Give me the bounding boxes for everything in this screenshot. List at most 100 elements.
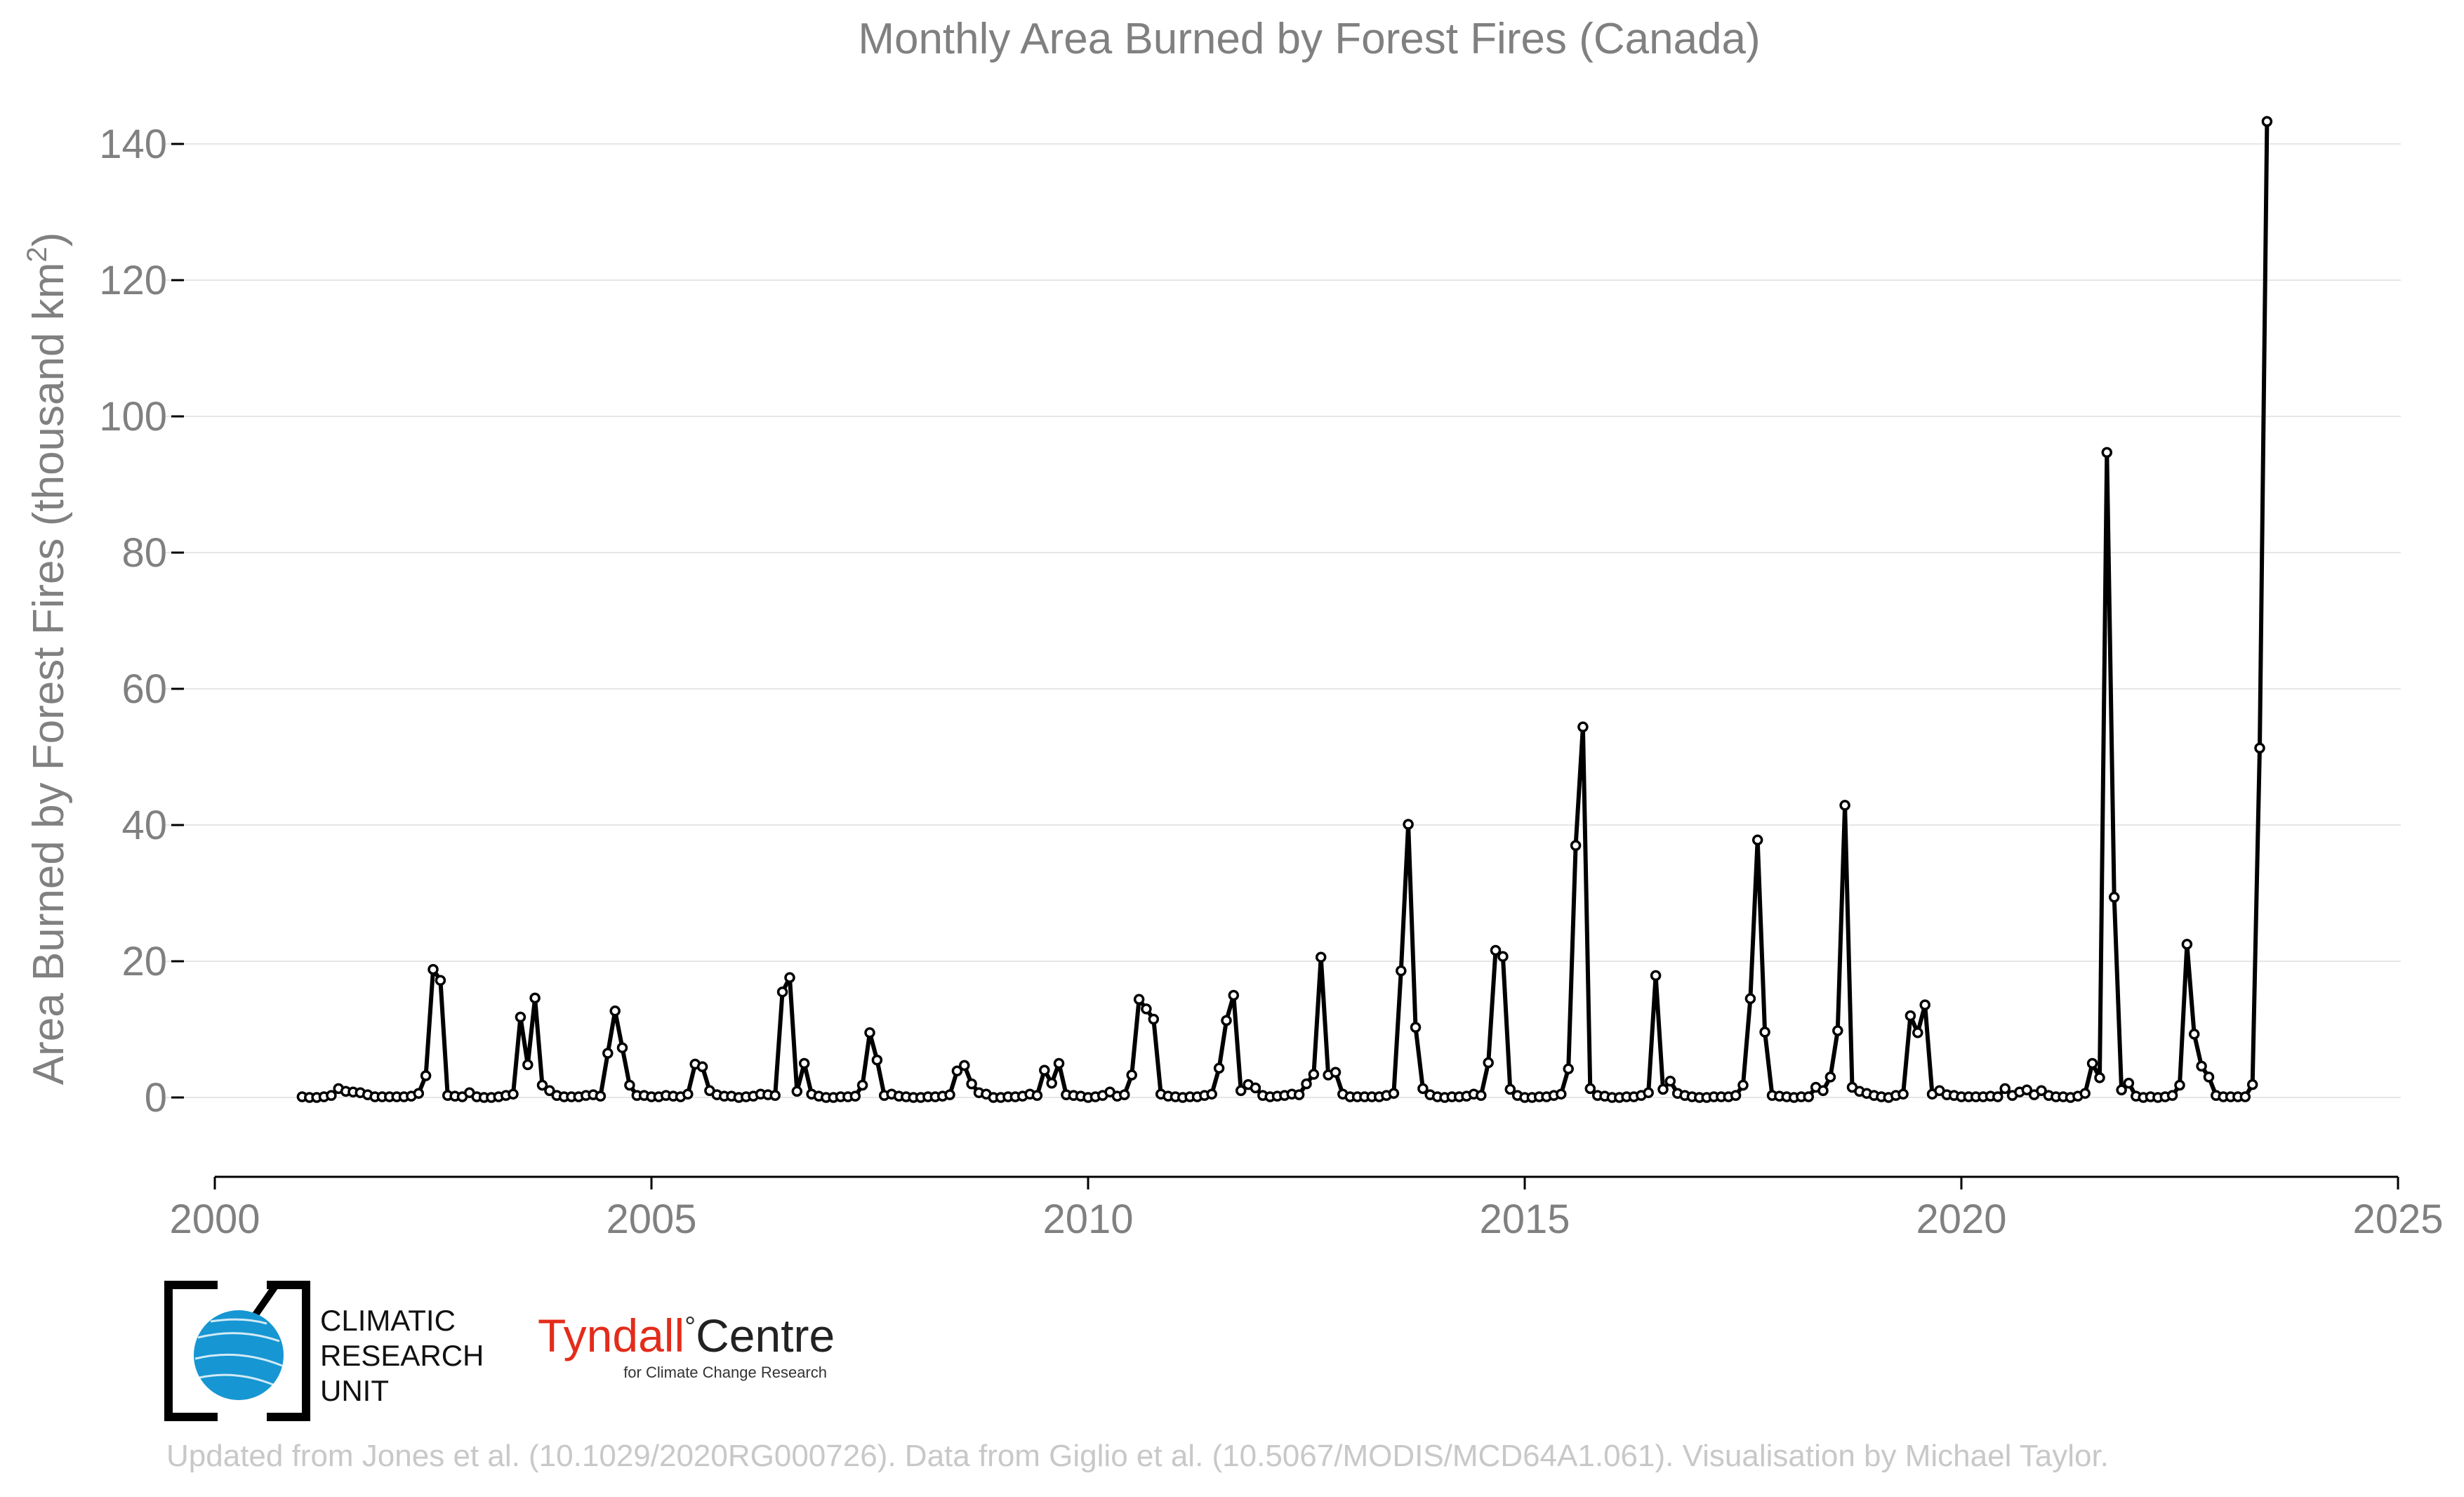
data-point: [1301, 1078, 1312, 1090]
data-point: [1897, 1088, 1909, 1100]
data-point: [966, 1078, 977, 1090]
data-point: [1235, 1085, 1247, 1097]
tyndall-logo: Tyndall°Centre for Climate Change Resear…: [538, 1310, 835, 1381]
data-point: [413, 1088, 425, 1099]
chart-title: Monthly Area Burned by Forest Fires (Can…: [858, 15, 1760, 63]
data-point: [1315, 951, 1327, 963]
data-point: [1905, 1010, 1916, 1022]
data-point: [2079, 1088, 2091, 1099]
data-point: [2116, 1084, 2127, 1096]
cru-logo-slash: [249, 1284, 279, 1321]
x-tick-label-2015: 2015: [1479, 1196, 1570, 1242]
data-point: [1221, 1015, 1232, 1027]
data-point: [1403, 819, 1414, 830]
y-tick-label-40: 40: [121, 803, 167, 848]
data-point: [682, 1088, 694, 1100]
data-point: [2254, 742, 2265, 754]
data-point: [784, 972, 795, 984]
data-point: [2261, 116, 2273, 127]
data-point: [1832, 1025, 1843, 1036]
data-point: [2123, 1077, 2135, 1089]
data-point: [791, 1086, 803, 1097]
x-tick-label-2025: 2025: [2352, 1196, 2443, 1242]
data-point: [1483, 1057, 1494, 1069]
data-point: [1824, 1071, 1836, 1083]
data-point: [1133, 994, 1145, 1005]
data-point: [776, 986, 788, 998]
y-tick-label-60: 60: [121, 666, 167, 712]
data-point: [1250, 1082, 1261, 1094]
data-point: [1664, 1075, 1676, 1087]
data-point: [522, 1059, 534, 1071]
tyndall-logo-title: Tyndall°Centre: [538, 1310, 835, 1361]
cru-logo: CLIMATIC RESEARCH UNIT: [164, 1281, 484, 1421]
data-point: [624, 1079, 635, 1091]
series-line-0: [302, 121, 2270, 1100]
cru-logo-line3: UNIT: [320, 1374, 389, 1407]
data-point: [1751, 834, 1763, 846]
data-point: [1141, 1003, 1152, 1015]
y-tick-labels: 0 20 40 60 80 100 120 140: [99, 121, 167, 1121]
data-point: [1744, 993, 1756, 1005]
tyndall-logo-degree: °: [684, 1312, 696, 1343]
y-tick-label-100: 100: [99, 394, 167, 440]
data-point: [856, 1079, 868, 1091]
data-point: [2239, 1091, 2251, 1102]
data-point: [1912, 1027, 1923, 1038]
cru-logo-line1: CLIMATIC: [320, 1304, 456, 1337]
data-point: [1584, 1083, 1596, 1095]
data-point: [1119, 1089, 1130, 1100]
data-point: [1308, 1069, 1320, 1080]
data-point: [529, 992, 541, 1004]
data-point: [2246, 1079, 2258, 1090]
y-axis-label: Area Burned by Forest Fires (thousand km…: [22, 232, 73, 1086]
data-point: [1643, 1087, 1654, 1098]
data-point: [1410, 1022, 1422, 1033]
data-point: [2101, 447, 2113, 459]
data-point: [951, 1065, 963, 1076]
data-point: [1650, 970, 1662, 982]
data-point: [1148, 1013, 1160, 1025]
gridlines: [166, 143, 2401, 1099]
y-axis-label-close: ): [25, 232, 73, 247]
globe-icon-lines: [194, 1318, 283, 1388]
data-point: [798, 1057, 810, 1069]
data-point: [515, 1011, 526, 1023]
data-point: [2166, 1090, 2178, 1101]
data-point: [1577, 721, 1589, 733]
data-point: [1053, 1057, 1065, 1069]
data-point: [1556, 1088, 1567, 1100]
data-point: [2036, 1085, 2047, 1097]
data-point: [1992, 1091, 2003, 1102]
data-point: [1206, 1088, 1217, 1100]
tyndall-logo-red: Tyndall: [538, 1310, 684, 1361]
data-point: [1417, 1083, 1429, 1095]
series-area-burned: [296, 116, 2273, 1103]
data-point: [1999, 1083, 2011, 1095]
data-point: [544, 1085, 555, 1097]
y-tick-label-0: 0: [145, 1075, 167, 1121]
tyndall-logo-black: Centre: [696, 1310, 835, 1361]
data-point: [1570, 840, 1582, 851]
y-tick-label-80: 80: [121, 530, 167, 576]
data-point: [2094, 1072, 2105, 1083]
cru-logo-bracket-right: [267, 1281, 310, 1421]
y-tick-label-20: 20: [121, 939, 167, 984]
cru-logo-bracket-left: [164, 1281, 218, 1421]
data-point: [944, 1089, 955, 1100]
data-point: [435, 975, 446, 986]
x-tick-label-2000: 2000: [169, 1196, 260, 1242]
x-ticks: 2000 2005 2010 2015 2020 2025: [169, 1177, 2444, 1242]
data-point: [2174, 1079, 2185, 1091]
data-point: [2196, 1060, 2207, 1072]
y-axis-label-superscript: 2: [22, 246, 53, 262]
data-point: [959, 1060, 970, 1071]
data-point: [769, 1090, 781, 1101]
x-tick-label-2005: 2005: [606, 1196, 696, 1242]
x-tick-label-2020: 2020: [1916, 1196, 2006, 1242]
data-point: [1803, 1091, 1815, 1102]
data-point: [1039, 1064, 1050, 1076]
data-point: [1228, 989, 1240, 1001]
data-point: [1293, 1089, 1305, 1100]
